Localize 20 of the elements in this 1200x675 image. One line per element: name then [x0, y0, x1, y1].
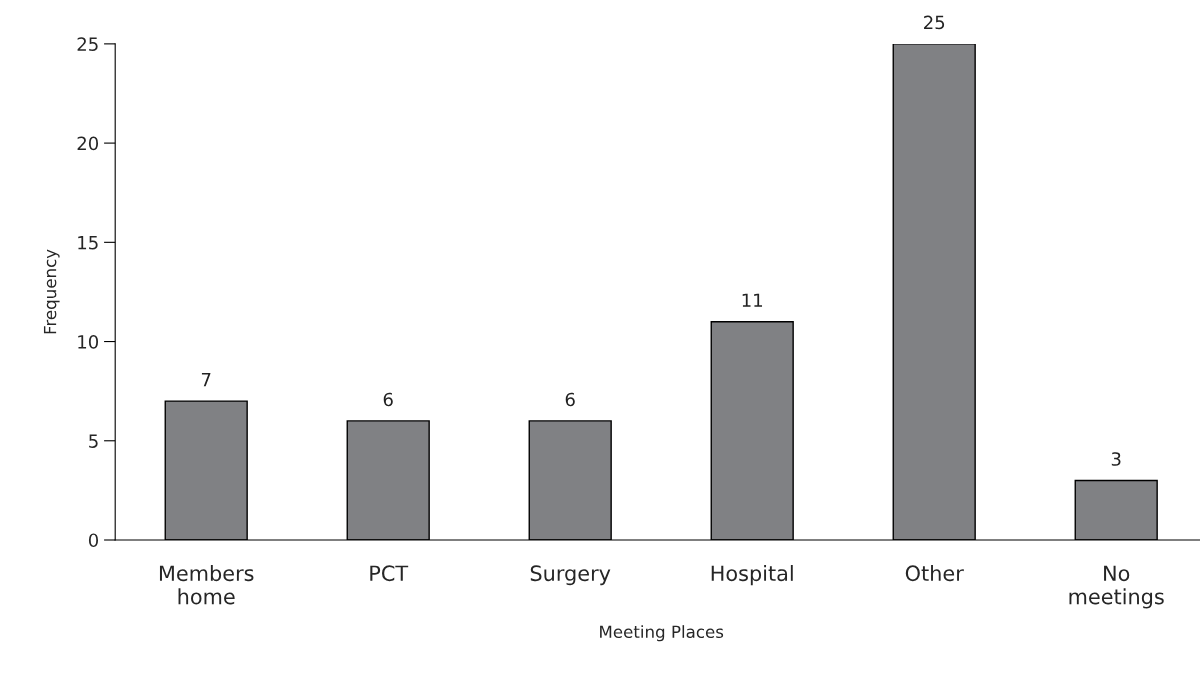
x-tick-label: Surgery — [530, 565, 611, 586]
x-tick-label: Other — [905, 565, 964, 582]
y-tick-label: 25 — [77, 37, 98, 51]
y-tick-label: 15 — [78, 236, 98, 250]
x-tick-label: Members home — [159, 565, 254, 605]
data-label: 7 — [201, 373, 211, 387]
x-tick-label: Hospital — [711, 565, 793, 586]
data-label: 6 — [383, 392, 393, 407]
x-tick-label: PCT — [370, 565, 409, 582]
data-label: 6 — [565, 392, 575, 407]
y-axis-title: Frequency — [43, 249, 60, 334]
y-tick-label: 20 — [77, 136, 99, 151]
x-tick-label: No meetings — [1069, 565, 1164, 609]
x-axis-title: Meeting Places — [600, 625, 724, 642]
data-label: 3 — [1111, 452, 1121, 466]
y-tick-label: 0 — [88, 533, 99, 548]
y-tick-label: 5 — [89, 434, 98, 448]
y-tick-label: 10 — [78, 335, 99, 349]
data-label: 25 — [924, 15, 945, 30]
data-label: 11 — [742, 293, 763, 307]
